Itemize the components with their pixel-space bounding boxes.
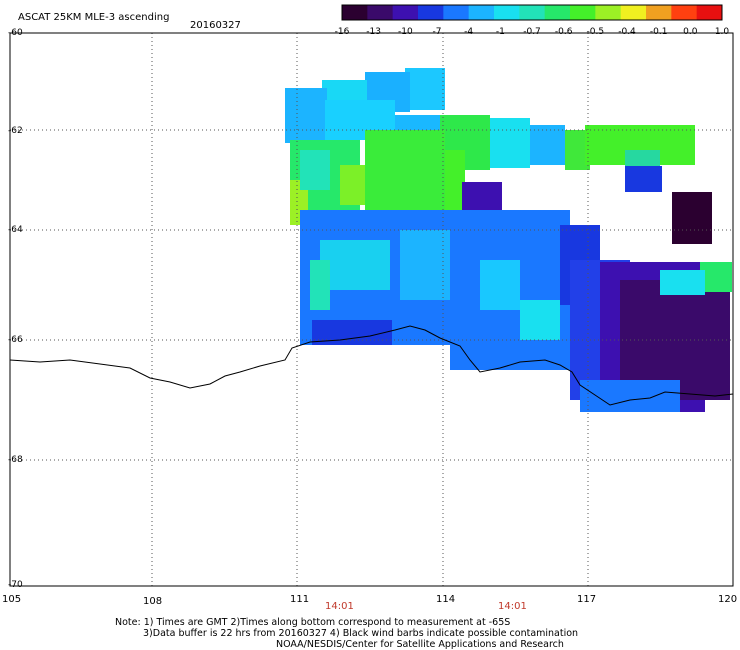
colorbar-swatch [696, 5, 723, 20]
colorbar-tick: 0.0 [683, 27, 698, 37]
colorbar-tick: -13 [366, 27, 381, 37]
colorbar-tick: -0.6 [554, 27, 573, 37]
colorbar-swatch [392, 5, 419, 20]
colorbar-tick: -0.7 [523, 27, 541, 37]
colorbar-tick: -0.4 [618, 27, 636, 37]
colorbar-tick: -0.1 [649, 27, 668, 37]
graticule [10, 33, 733, 586]
colorbar-tick: -7 [432, 27, 442, 37]
colorbar-swatch [418, 5, 444, 20]
lon-label-108: 108 [143, 596, 163, 607]
colorbar-swatch [519, 5, 546, 20]
colorbar-tick: -1 [495, 27, 505, 37]
colorbar-swatch [595, 5, 622, 20]
lat-label-68: -68 [8, 455, 23, 465]
colorbar-swatch [544, 5, 571, 20]
colorbar-swatch [443, 5, 470, 20]
colorbar-swatch [570, 5, 596, 20]
coastline [9, 325, 734, 406]
note-line-1: Note: 1) Times are GMT 2)Times along bot… [115, 617, 511, 628]
lat-label-62: -62 [8, 126, 23, 136]
lat-label-64: -64 [8, 225, 23, 235]
lat-label-66: -66 [8, 335, 23, 345]
colorbar-tick: 1.0 [714, 27, 730, 37]
lat-label-70: -70 [8, 580, 23, 590]
colorbar-tick: -4 [464, 27, 474, 37]
colorbar-swatch [367, 5, 394, 20]
time-label: 14:01 [325, 601, 354, 612]
colorbar-tick: -0.5 [586, 27, 605, 37]
lat-label-60: -60 [8, 28, 23, 38]
lon-label-120: 120 [718, 594, 738, 605]
scatterometer-swath [285, 68, 732, 412]
lon-label-117: 117 [577, 594, 597, 605]
lon-label-114: 114 [436, 594, 456, 605]
colorbar-swatch [468, 5, 495, 20]
colorbar-swatch [494, 5, 520, 20]
colorbar-tick: -10 [397, 27, 413, 37]
note-line-3: NOAA/NESDIS/Center for Satellite Applica… [276, 639, 564, 650]
colorbar-swatch [342, 5, 368, 20]
product-title: ASCAT 25KM MLE-3 ascending [18, 12, 170, 23]
product-date: 20160327 [190, 20, 241, 31]
lon-label-111: 111 [290, 594, 310, 605]
colorbar-swatch [620, 5, 647, 20]
colorbar [341, 4, 723, 21]
note-line-2: 3)Data buffer is 22 hrs from 20160327 4)… [143, 628, 579, 639]
time-label: 14:01 [498, 601, 527, 612]
plot-frame [9, 32, 734, 587]
lon-label-105: 105 [2, 594, 22, 605]
colorbar-swatch [671, 5, 698, 20]
colorbar-tick: -16 [334, 27, 350, 37]
colorbar-swatch [646, 5, 672, 20]
